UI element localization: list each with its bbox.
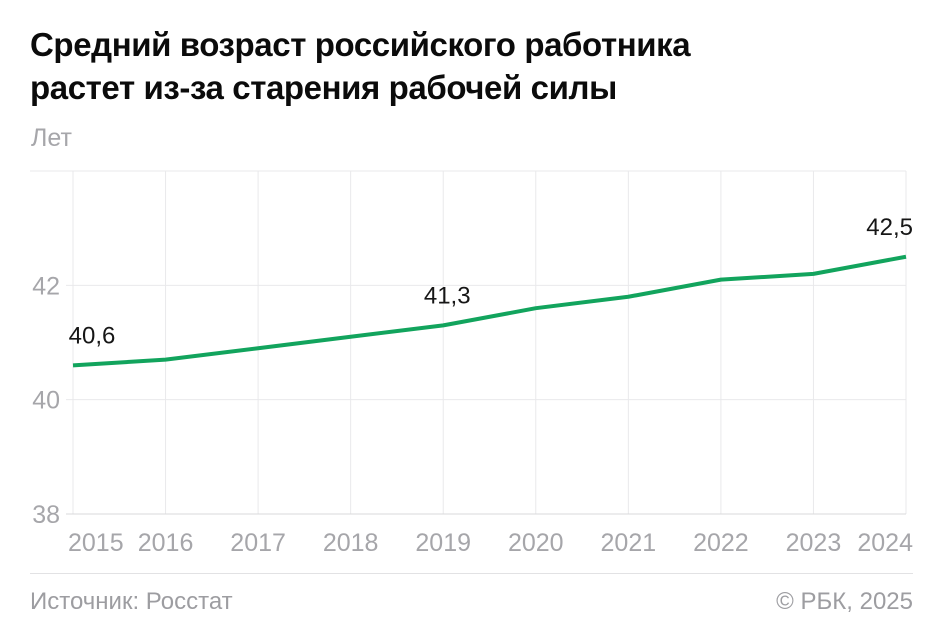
x-tick-label: 2015 <box>68 529 124 557</box>
y-tick-label: 42 <box>32 272 60 300</box>
x-tick-label: 2022 <box>693 529 749 557</box>
x-tick-label: 2021 <box>601 529 657 557</box>
x-tick-label: 2017 <box>230 529 286 557</box>
x-tick-label: 2018 <box>323 529 379 557</box>
chart-title-line1: Средний возраст российского работника <box>30 26 691 63</box>
source-label: Источник: Росстат <box>30 588 233 615</box>
x-tick-label: 2019 <box>415 529 471 557</box>
copyright-label: © РБК, 2025 <box>776 588 913 615</box>
x-tick-label: 2024 <box>857 529 913 557</box>
data-point-label: 40,6 <box>69 322 116 349</box>
x-tick-label: 2016 <box>138 529 194 557</box>
y-axis-units-label: Лет <box>31 124 72 152</box>
y-tick-label: 40 <box>32 387 60 415</box>
data-point-label: 41,3 <box>424 282 471 309</box>
x-tick-label: 2023 <box>786 529 842 557</box>
chart-title: Средний возраст российского работника ра… <box>30 23 691 109</box>
y-tick-label: 38 <box>32 501 60 529</box>
x-tick-label: 2020 <box>508 529 564 557</box>
data-point-label: 42,5 <box>866 214 913 241</box>
footer-divider <box>30 573 913 574</box>
chart-title-line2: растет из-за старения рабочей силы <box>30 69 617 106</box>
trend-line <box>72 254 907 368</box>
